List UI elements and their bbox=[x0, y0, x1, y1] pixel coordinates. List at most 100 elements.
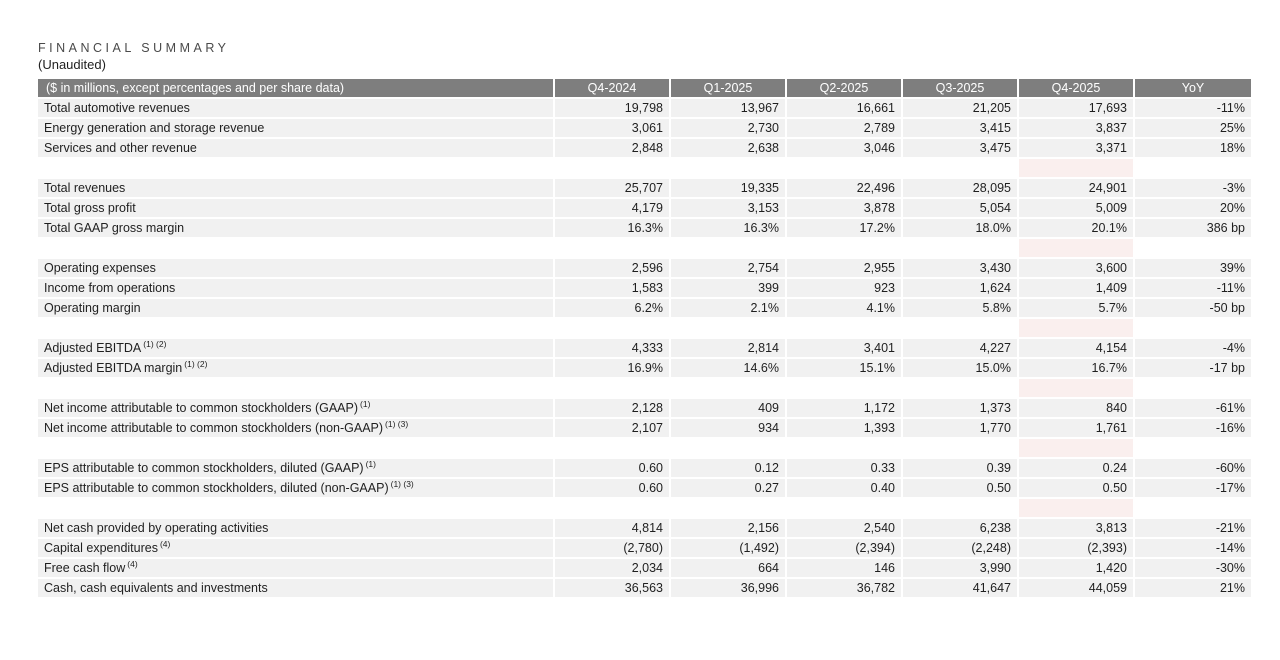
value-cell: 21,205 bbox=[903, 99, 1019, 119]
value-cell: 6.2% bbox=[555, 299, 671, 319]
spacer-cell bbox=[903, 319, 1019, 339]
table-row: Net income attributable to common stockh… bbox=[38, 399, 1253, 419]
value-cell: 14.6% bbox=[671, 359, 787, 379]
value-cell: 3,061 bbox=[555, 119, 671, 139]
value-cell: 1,761 bbox=[1019, 419, 1135, 439]
value-cell: 5.8% bbox=[903, 299, 1019, 319]
yoy-value-cell: -60% bbox=[1135, 459, 1253, 479]
value-cell: 13,967 bbox=[671, 99, 787, 119]
yoy-value-cell: 21% bbox=[1135, 579, 1253, 599]
row-label-cell: Total GAAP gross margin bbox=[38, 219, 555, 239]
spacer-cell bbox=[1019, 159, 1135, 179]
spacer-cell bbox=[1135, 239, 1253, 259]
spacer-cell bbox=[1135, 159, 1253, 179]
column-header-q2-2025: Q2-2025 bbox=[787, 79, 903, 99]
spacer-cell bbox=[903, 499, 1019, 519]
value-cell: 41,647 bbox=[903, 579, 1019, 599]
table-row: Energy generation and storage revenue 3,0… bbox=[38, 119, 1253, 139]
row-label-cell: Capital expenditures (4) bbox=[38, 539, 555, 559]
spacer-cell bbox=[555, 379, 671, 399]
value-cell: 2,638 bbox=[671, 139, 787, 159]
table-row: EPS attributable to common stockholders,… bbox=[38, 459, 1253, 479]
value-cell: 2,730 bbox=[671, 119, 787, 139]
spacer-cell bbox=[787, 379, 903, 399]
value-cell: 4,179 bbox=[555, 199, 671, 219]
value-cell: 3,046 bbox=[787, 139, 903, 159]
spacer-cell bbox=[555, 159, 671, 179]
financial-summary-table: ($ in millions, except percentages and p… bbox=[38, 79, 1253, 599]
value-cell: 3,990 bbox=[903, 559, 1019, 579]
spacer-cell bbox=[1019, 439, 1135, 459]
value-cell: 4,227 bbox=[903, 339, 1019, 359]
value-cell: 0.39 bbox=[903, 459, 1019, 479]
value-cell: 3,401 bbox=[787, 339, 903, 359]
yoy-value-cell: 18% bbox=[1135, 139, 1253, 159]
yoy-value-cell: 386 bp bbox=[1135, 219, 1253, 239]
value-cell: 2,789 bbox=[787, 119, 903, 139]
footnote-reference: (4) bbox=[127, 559, 138, 569]
value-cell: 3,878 bbox=[787, 199, 903, 219]
spacer-row bbox=[38, 439, 1253, 459]
column-header-q4-2025: Q4-2025 bbox=[1019, 79, 1135, 99]
yoy-value-cell: -16% bbox=[1135, 419, 1253, 439]
spacer-row bbox=[38, 319, 1253, 339]
column-header-q4-2024: Q4-2024 bbox=[555, 79, 671, 99]
spacer-cell bbox=[38, 319, 555, 339]
spacer-cell bbox=[38, 499, 555, 519]
value-cell: 5.7% bbox=[1019, 299, 1135, 319]
spacer-cell bbox=[1135, 319, 1253, 339]
value-cell: 25,707 bbox=[555, 179, 671, 199]
value-cell: 4,154 bbox=[1019, 339, 1135, 359]
value-cell: (2,393) bbox=[1019, 539, 1135, 559]
value-cell: 16.3% bbox=[671, 219, 787, 239]
value-cell: 2,596 bbox=[555, 259, 671, 279]
spacer-cell bbox=[1135, 499, 1253, 519]
yoy-value-cell: 25% bbox=[1135, 119, 1253, 139]
yoy-value-cell: -21% bbox=[1135, 519, 1253, 539]
value-cell: (1,492) bbox=[671, 539, 787, 559]
row-label-cell: Adjusted EBITDA margin (1) (2) bbox=[38, 359, 555, 379]
yoy-value-cell: -17% bbox=[1135, 479, 1253, 499]
spacer-cell bbox=[555, 439, 671, 459]
footnote-reference: (1) bbox=[360, 399, 371, 409]
value-cell: 2,848 bbox=[555, 139, 671, 159]
yoy-value-cell: -11% bbox=[1135, 99, 1253, 119]
value-cell: 2,128 bbox=[555, 399, 671, 419]
row-label-cell: Services and other revenue bbox=[38, 139, 555, 159]
value-cell: 15.1% bbox=[787, 359, 903, 379]
value-cell: 18.0% bbox=[903, 219, 1019, 239]
row-label-cell: EPS attributable to common stockholders,… bbox=[38, 479, 555, 499]
value-cell: 4,814 bbox=[555, 519, 671, 539]
spacer-cell bbox=[671, 439, 787, 459]
value-cell: 20.1% bbox=[1019, 219, 1135, 239]
value-cell: 15.0% bbox=[903, 359, 1019, 379]
value-cell: 2,814 bbox=[671, 339, 787, 359]
value-cell: 0.60 bbox=[555, 479, 671, 499]
row-label-cell: Free cash flow (4) bbox=[38, 559, 555, 579]
value-cell: 19,798 bbox=[555, 99, 671, 119]
value-cell: 19,335 bbox=[671, 179, 787, 199]
value-cell: 934 bbox=[671, 419, 787, 439]
spacer-cell bbox=[671, 239, 787, 259]
spacer-cell bbox=[1019, 379, 1135, 399]
yoy-value-cell: -61% bbox=[1135, 399, 1253, 419]
footnote-reference: (1) (2) bbox=[184, 359, 208, 369]
table-row: Free cash flow (4) 2,034 664 146 3,990 1,420 -3… bbox=[38, 559, 1253, 579]
table-row: Operating expenses 2,596 2,754 2,955 3,430 3,… bbox=[38, 259, 1253, 279]
value-cell: 1,393 bbox=[787, 419, 903, 439]
spacer-cell bbox=[671, 379, 787, 399]
row-label-cell: Cash, cash equivalents and investments bbox=[38, 579, 555, 599]
value-cell: 22,496 bbox=[787, 179, 903, 199]
spacer-row bbox=[38, 499, 1253, 519]
yoy-value-cell: -50 bp bbox=[1135, 299, 1253, 319]
row-label-cell: Income from operations bbox=[38, 279, 555, 299]
value-cell: 2.1% bbox=[671, 299, 787, 319]
table-row: Adjusted EBITDA (1) (2) 4,333 2,814 3,401 4,2… bbox=[38, 339, 1253, 359]
spacer-cell bbox=[787, 499, 903, 519]
spacer-cell bbox=[1019, 499, 1135, 519]
spacer-cell bbox=[1019, 239, 1135, 259]
footnote-reference: (1) (3) bbox=[390, 479, 414, 489]
value-cell: 36,782 bbox=[787, 579, 903, 599]
footnote-reference: (1) (3) bbox=[385, 419, 409, 429]
